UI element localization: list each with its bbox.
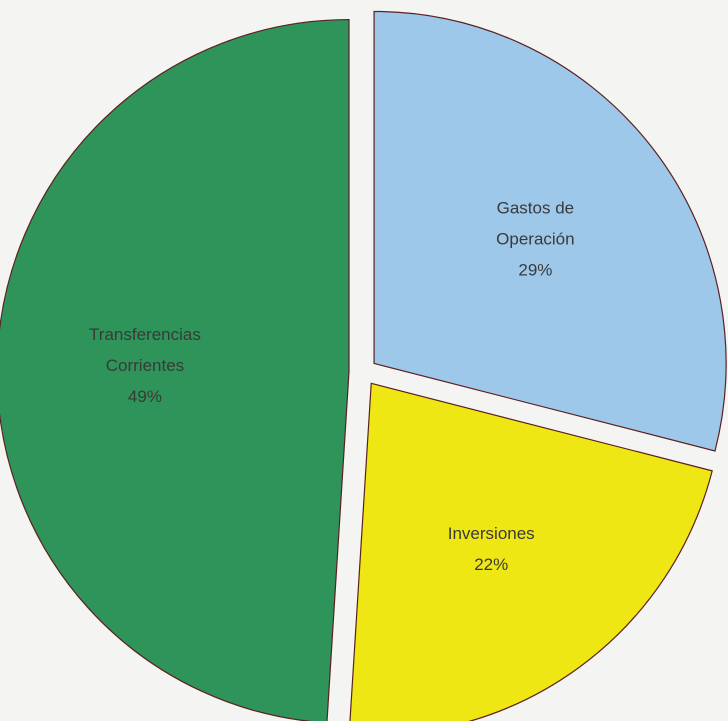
slice-category-label: Gastos de: [497, 198, 575, 217]
pie-slice-1: [349, 382, 713, 721]
pie-slice-label-1: Inversiones 22%: [448, 524, 535, 574]
pie-slice-0: [373, 10, 727, 452]
slice-value-label: 22%: [474, 555, 508, 574]
slice-category-label: Operación: [496, 229, 574, 248]
pie-slice-2: [0, 18, 350, 721]
slice-category-label: Inversiones: [448, 524, 535, 543]
slices-layer: [0, 10, 727, 721]
slice-value-label: 29%: [518, 260, 552, 279]
pie-slice-label-0: Gastos de Operación 29%: [496, 198, 574, 279]
slice-value-label: 49%: [128, 387, 162, 406]
slice-category-label: Transferencias: [89, 325, 201, 344]
pie-slice-label-2: Transferencias Corrientes 49%: [89, 325, 201, 406]
labels-layer: Gastos de Operación 29% Inversiones 22% Trans…: [89, 198, 575, 574]
slice-category-label: Corrientes: [106, 356, 184, 375]
